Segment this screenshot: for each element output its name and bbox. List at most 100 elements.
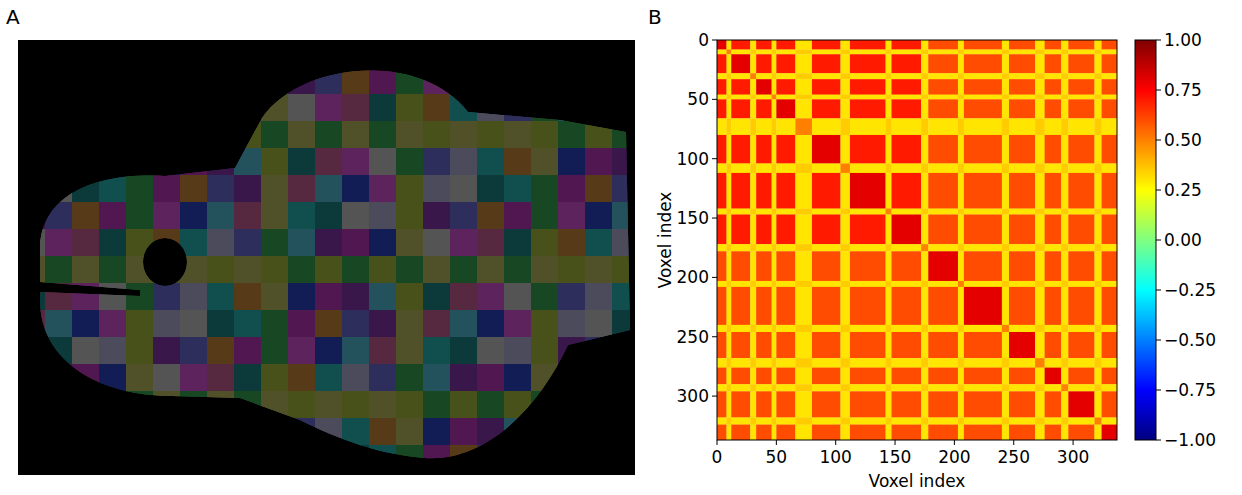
heatmap-cell bbox=[1035, 118, 1045, 135]
heatmap-cell bbox=[891, 214, 921, 244]
y-axis-title: Voxel index bbox=[655, 192, 675, 289]
heatmap-cell bbox=[1068, 173, 1094, 209]
heatmap-cell bbox=[1009, 54, 1035, 73]
heatmap-cell bbox=[1068, 425, 1094, 440]
heatmap-cell bbox=[850, 368, 886, 385]
heatmap-cell bbox=[795, 325, 812, 332]
heatmap-cell bbox=[1061, 391, 1068, 417]
heatmap-cell bbox=[1002, 368, 1009, 385]
colorbar-tick bbox=[1156, 140, 1161, 141]
heatmap-cell bbox=[726, 173, 731, 209]
heatmap-cell bbox=[886, 244, 892, 251]
voxel-cluster bbox=[99, 148, 126, 175]
heatmap-cell bbox=[1068, 332, 1094, 358]
voxel-cluster bbox=[558, 364, 585, 391]
x-axis-title: Voxel index bbox=[869, 471, 966, 491]
heatmap-cell bbox=[850, 425, 886, 440]
heatmap-cell bbox=[731, 368, 750, 385]
voxel-cluster bbox=[45, 121, 72, 148]
heatmap-cell bbox=[850, 40, 886, 50]
voxel-cluster bbox=[504, 472, 531, 495]
heatmap-cell bbox=[772, 287, 777, 325]
heatmap-cell bbox=[812, 209, 841, 215]
voxel-cluster bbox=[72, 94, 99, 121]
heatmap-cell bbox=[891, 163, 921, 173]
heatmap-cell bbox=[1068, 391, 1094, 417]
voxel-cluster bbox=[612, 337, 639, 364]
voxel-cluster bbox=[504, 445, 531, 472]
colorbar-tick-label: −0.75 bbox=[1164, 380, 1216, 400]
colorbar-tick bbox=[1156, 90, 1161, 91]
heatmap-cell bbox=[1068, 135, 1094, 164]
voxel-cluster bbox=[342, 40, 369, 67]
heatmap-cell bbox=[1061, 214, 1068, 244]
voxel-cluster bbox=[99, 40, 126, 67]
heatmap-cell bbox=[726, 384, 731, 391]
panel-letter: B bbox=[648, 5, 662, 29]
heatmap-cell bbox=[891, 73, 921, 79]
heatmap-cell bbox=[921, 49, 928, 54]
heatmap-cell bbox=[958, 209, 964, 215]
heatmap-cell bbox=[964, 368, 1002, 385]
heatmap-cell bbox=[776, 49, 795, 54]
heatmap-cell bbox=[756, 332, 772, 358]
heatmap-cell bbox=[812, 163, 841, 173]
heatmap-cell bbox=[958, 163, 964, 173]
heatmap-cell bbox=[750, 368, 756, 385]
heatmap-cell bbox=[886, 49, 892, 54]
heatmap-cell bbox=[1009, 209, 1035, 215]
heatmap-cell bbox=[726, 214, 731, 244]
voxel-cluster bbox=[288, 472, 315, 495]
heatmap-cell bbox=[717, 251, 727, 281]
heatmap-cell bbox=[1094, 358, 1101, 368]
heatmap-cell bbox=[1068, 95, 1094, 100]
heatmap-cell bbox=[921, 163, 928, 173]
heatmap-cell bbox=[731, 251, 750, 281]
heatmap-cell bbox=[928, 54, 958, 73]
voxel-cluster bbox=[18, 94, 45, 121]
heatmap-cell bbox=[850, 135, 886, 164]
heatmap-cell bbox=[1102, 173, 1117, 209]
heatmap-cell bbox=[928, 135, 958, 164]
heatmap-cell bbox=[726, 358, 731, 368]
voxel-cluster bbox=[558, 40, 585, 67]
heatmap-cell bbox=[776, 99, 795, 118]
voxel-cluster bbox=[234, 472, 261, 495]
heatmap-cell bbox=[1009, 391, 1035, 417]
heatmap-cell bbox=[1061, 163, 1068, 173]
heatmap-cell bbox=[795, 209, 812, 215]
heatmap-cell bbox=[1035, 79, 1045, 95]
heatmap-cell bbox=[891, 358, 921, 368]
heatmap-cell bbox=[1009, 287, 1035, 325]
heatmap-cell bbox=[964, 118, 1002, 135]
voxel-cluster bbox=[612, 67, 639, 94]
heatmap-cell bbox=[1045, 417, 1062, 424]
heatmap-cell bbox=[928, 214, 958, 244]
heatmap-cell bbox=[921, 417, 928, 424]
heatmap-cell bbox=[772, 95, 777, 100]
heatmap-cell bbox=[928, 358, 958, 368]
voxel-cluster bbox=[261, 67, 288, 94]
heatmap-cell bbox=[1009, 118, 1035, 135]
heatmap-cell bbox=[1102, 135, 1117, 164]
heatmap-cell bbox=[1035, 99, 1045, 118]
heatmap-cell bbox=[1002, 251, 1009, 281]
voxel-cluster bbox=[261, 445, 288, 472]
heatmap-cell bbox=[1068, 417, 1094, 424]
heatmap-cell bbox=[750, 99, 756, 118]
heatmap-cell bbox=[726, 332, 731, 358]
heatmap-cell bbox=[772, 417, 777, 424]
heatmap-cell bbox=[750, 118, 756, 135]
heatmap-cell bbox=[891, 332, 921, 358]
heatmap-cell bbox=[1035, 287, 1045, 325]
heatmap-cell bbox=[731, 209, 750, 215]
heatmap-cell bbox=[1061, 358, 1068, 368]
voxel-cluster bbox=[180, 148, 207, 175]
heatmap-cell bbox=[958, 391, 964, 417]
heatmap-cell bbox=[772, 384, 777, 391]
heatmap-cell bbox=[795, 118, 812, 135]
voxel-cluster bbox=[72, 418, 99, 445]
voxel-cluster bbox=[477, 67, 504, 94]
heatmap-cell bbox=[726, 209, 731, 215]
heatmap-cell bbox=[772, 73, 777, 79]
